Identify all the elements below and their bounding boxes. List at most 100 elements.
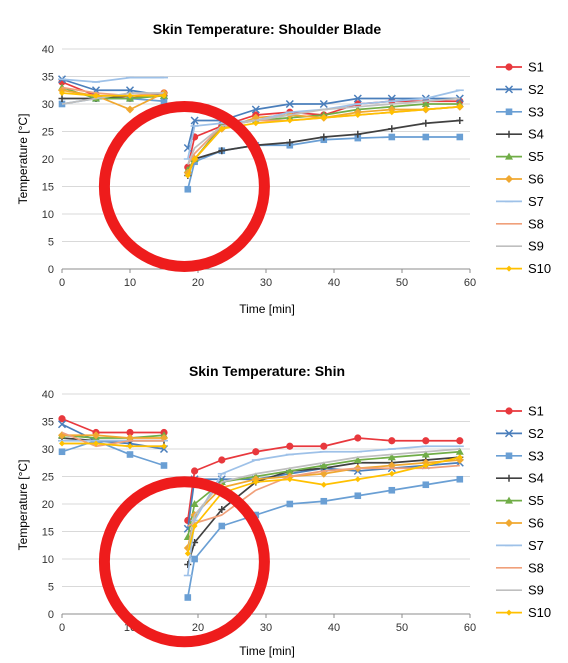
series-line xyxy=(61,89,165,111)
series-line xyxy=(61,431,164,448)
y-tick-label: 10 xyxy=(42,554,54,566)
chart-shin: Skin Temperature: Shin Time [min] Temper… xyxy=(16,363,551,658)
data-point xyxy=(191,156,198,162)
series-line xyxy=(187,97,460,165)
highlight-circle xyxy=(98,101,270,272)
data-point xyxy=(126,428,134,437)
series-line xyxy=(62,434,164,439)
y-tick-label: 15 xyxy=(42,182,54,194)
series-line xyxy=(186,136,460,190)
data-point xyxy=(421,450,430,458)
series-line xyxy=(186,461,460,529)
x-tick-label: 0 xyxy=(59,622,65,634)
legend-marker xyxy=(505,130,513,138)
data-point xyxy=(422,119,430,127)
data-point xyxy=(191,555,198,563)
chart-shoulder-blade: Skin Temperature: Shoulder Blade Time [m… xyxy=(16,21,551,316)
legend-item-s1: S1 xyxy=(496,404,544,419)
y-tick-label: 40 xyxy=(42,389,54,401)
x-axis-label: Time [min] xyxy=(239,644,295,658)
data-point xyxy=(353,456,362,463)
legend-item-s3: S3 xyxy=(496,104,544,119)
data-point xyxy=(319,99,328,109)
data-point xyxy=(184,594,192,601)
legend-item-s9: S9 xyxy=(496,583,544,598)
data-point xyxy=(93,92,99,99)
data-point xyxy=(353,94,362,103)
series-line xyxy=(61,417,164,434)
series-line xyxy=(61,439,165,467)
x-axis-label: Time [min] xyxy=(239,302,295,316)
data-point xyxy=(388,125,396,133)
data-point xyxy=(422,462,429,469)
data-point xyxy=(422,481,430,489)
data-point xyxy=(252,479,259,485)
data-point xyxy=(388,133,396,141)
x-tick-label: 40 xyxy=(328,622,340,634)
data-point xyxy=(354,130,362,138)
series-line xyxy=(186,100,460,168)
data-point xyxy=(252,448,260,456)
legend-marker xyxy=(505,407,513,415)
y-tick-label: 25 xyxy=(42,472,54,484)
x-tick-label: 20 xyxy=(192,277,204,289)
data-point xyxy=(59,440,65,447)
data-point xyxy=(354,492,362,500)
legend-marker xyxy=(506,609,512,616)
legend-label: S7 xyxy=(528,538,544,553)
data-point xyxy=(286,500,294,508)
legend-label: S2 xyxy=(528,426,544,441)
y-tick-label: 0 xyxy=(48,609,54,621)
data-point xyxy=(184,172,191,179)
data-point xyxy=(218,506,226,513)
data-point xyxy=(286,476,293,483)
x-tick-label: 30 xyxy=(260,277,272,289)
series-line xyxy=(61,434,165,439)
series-line xyxy=(61,92,164,97)
legend-marker xyxy=(504,85,514,94)
data-point xyxy=(127,443,133,450)
legend-marker xyxy=(505,519,513,527)
legend-marker xyxy=(505,152,513,160)
data-point xyxy=(191,467,199,475)
legend-item-s10: S10 xyxy=(496,605,551,620)
data-point xyxy=(422,133,430,141)
data-point xyxy=(58,95,66,102)
legend-marker xyxy=(505,175,513,183)
legend-label: S1 xyxy=(528,404,544,419)
y-tick-label: 20 xyxy=(42,154,54,166)
data-point xyxy=(421,100,430,107)
series-line xyxy=(62,442,164,448)
x-tick-label: 20 xyxy=(192,622,204,634)
series-line xyxy=(186,478,460,598)
legend-label: S9 xyxy=(528,239,544,254)
data-point xyxy=(320,497,328,505)
data-point xyxy=(218,456,226,464)
data-point xyxy=(286,117,293,124)
data-point xyxy=(388,486,396,494)
data-point xyxy=(252,120,259,127)
legend-label: S2 xyxy=(528,82,544,97)
data-point xyxy=(422,106,429,113)
x-tick-label: 10 xyxy=(124,277,136,289)
legend-label: S1 xyxy=(528,60,544,75)
legend-marker xyxy=(505,474,513,482)
legend-label: S3 xyxy=(528,104,544,119)
legend-label: S4 xyxy=(528,127,544,142)
y-axis-label: Temperature [°C] xyxy=(16,460,30,551)
data-point xyxy=(92,431,100,440)
data-point xyxy=(285,467,294,474)
legend-item-s6: S6 xyxy=(496,516,544,531)
y-axis-label: Temperature [°C] xyxy=(16,114,30,205)
legend-marker xyxy=(505,496,513,504)
x-tick-label: 0 xyxy=(59,277,65,289)
y-tick-label: 0 xyxy=(48,264,54,276)
series-line xyxy=(187,464,460,527)
data-point xyxy=(320,442,328,450)
legend-item-s2: S2 xyxy=(496,426,544,441)
data-point xyxy=(388,109,395,116)
x-tick-label: 60 xyxy=(464,622,476,634)
legend-item-s8: S8 xyxy=(496,560,544,575)
data-point xyxy=(161,92,167,99)
x-tick-label: 50 xyxy=(396,277,408,289)
